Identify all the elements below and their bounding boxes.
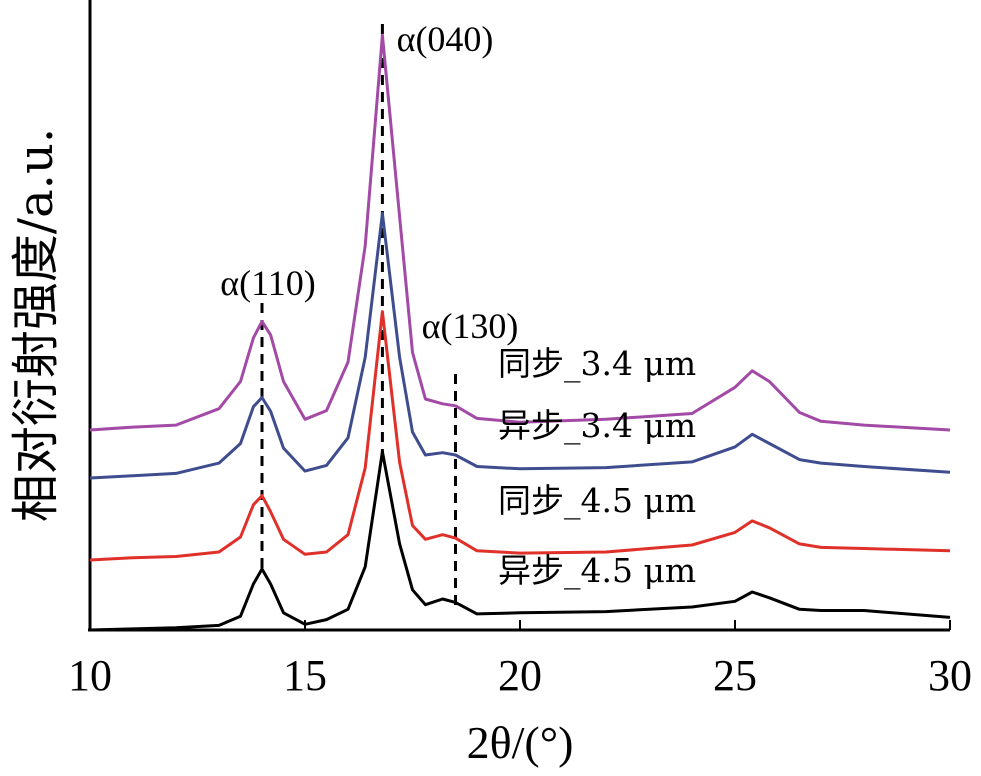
- series-label: 同步_3.4 μm: [498, 344, 696, 384]
- series-line: [89, 450, 951, 632]
- x-tick-label: 20: [498, 651, 542, 700]
- x-tick-label: 25: [713, 651, 757, 700]
- peak-annotations: α(110) α(040) α(130): [220, 19, 518, 610]
- series-line: [89, 33, 951, 432]
- y-axis-title: 相对衍射强度/a.u.: [8, 128, 64, 522]
- peak-label: α(040): [397, 19, 494, 59]
- series-line: [89, 310, 951, 562]
- x-ticks: 10 15 20 25 30: [68, 620, 972, 700]
- x-tick-label: 10: [68, 651, 112, 700]
- x-axis-title: 2θ/(°): [467, 717, 574, 768]
- peak-label: α(130): [422, 306, 519, 346]
- series-line: [89, 212, 951, 480]
- peak-label: α(110): [220, 263, 316, 303]
- x-tick-label: 30: [928, 651, 972, 700]
- series-lines: [89, 33, 951, 632]
- series-label: 异步_4.5 μm: [498, 551, 696, 591]
- axes: [88, 0, 950, 632]
- series-labels: 异步_4.5 μm 同步_4.5 μm 异步_3.4 μm 同步_3.4 μm: [498, 344, 696, 591]
- x-tick-label: 15: [283, 651, 327, 700]
- series-label: 同步_4.5 μm: [498, 481, 696, 521]
- series-label: 异步_3.4 μm: [498, 406, 696, 446]
